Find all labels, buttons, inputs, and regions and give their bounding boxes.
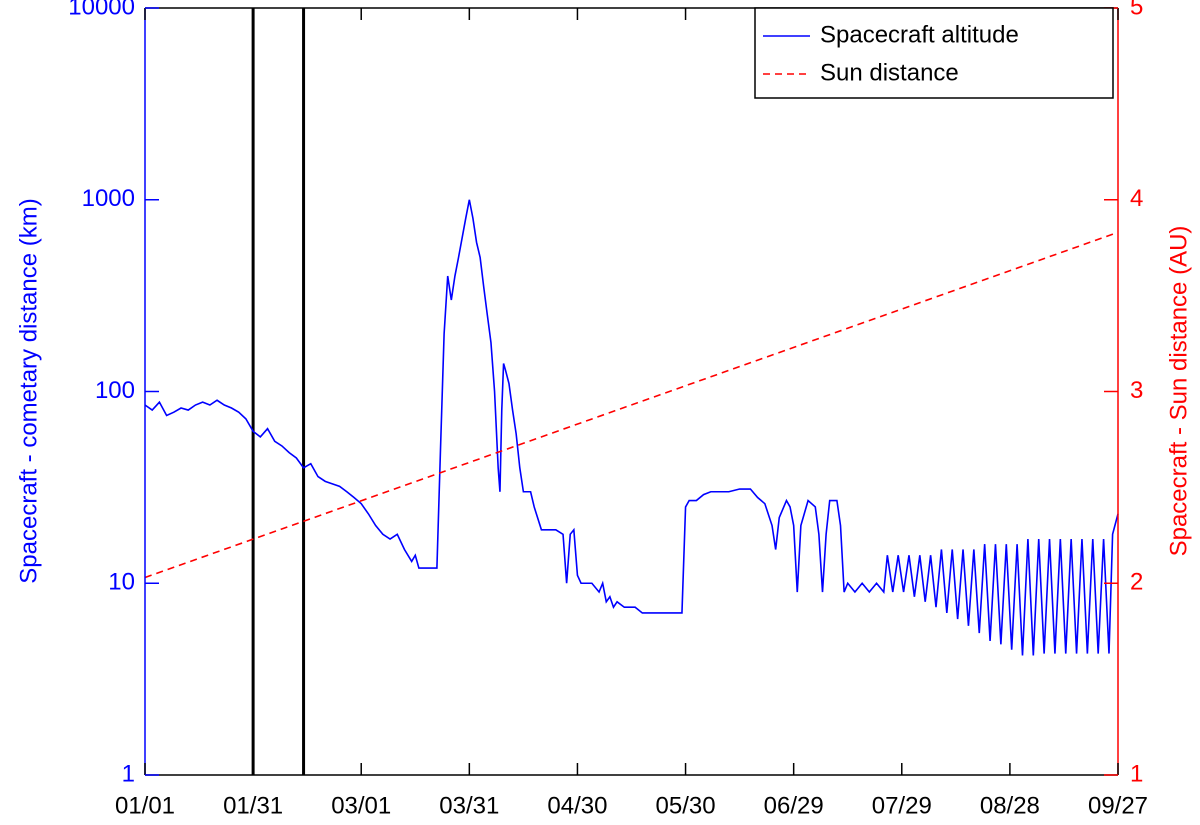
x-tick-label: 07/29 — [872, 792, 932, 819]
y-tick-label: 10 — [108, 569, 135, 596]
y2-tick-label: 2 — [1130, 569, 1143, 596]
x-tick-label: 01/31 — [223, 792, 283, 819]
legend-label: Sun distance — [820, 59, 959, 86]
y-tick-label: 100 — [95, 377, 135, 404]
y-tick-label: 1 — [122, 760, 135, 787]
y2-tick-label: 3 — [1130, 377, 1143, 404]
y2-tick-label: 4 — [1130, 185, 1143, 212]
legend-label: Spacecraft altitude — [820, 21, 1019, 48]
y2-tick-label: 1 — [1130, 760, 1143, 787]
series-line — [144, 231, 1119, 579]
x-tick-label: 01/01 — [115, 792, 175, 819]
x-tick-label: 04/30 — [547, 792, 607, 819]
y-tick-label: 10000 — [68, 0, 135, 20]
x-tick-label: 03/31 — [439, 792, 499, 819]
y-tick-label: 1000 — [82, 185, 135, 212]
x-tick-label: 05/30 — [656, 792, 716, 819]
x-tick-label: 08/28 — [980, 792, 1040, 819]
series-line — [144, 199, 1119, 656]
x-tick-label: 09/27 — [1088, 792, 1148, 819]
x-tick-label: 03/01 — [331, 792, 391, 819]
y-axis-title: Spacecraft - cometary distance (km) — [15, 198, 42, 583]
legend-box — [754, 7, 1114, 99]
x-tick-label: 06/29 — [764, 792, 824, 819]
y2-axis-title: Spacecraft - Sun distance (AU) — [1165, 226, 1192, 557]
y2-tick-label: 5 — [1130, 0, 1143, 20]
